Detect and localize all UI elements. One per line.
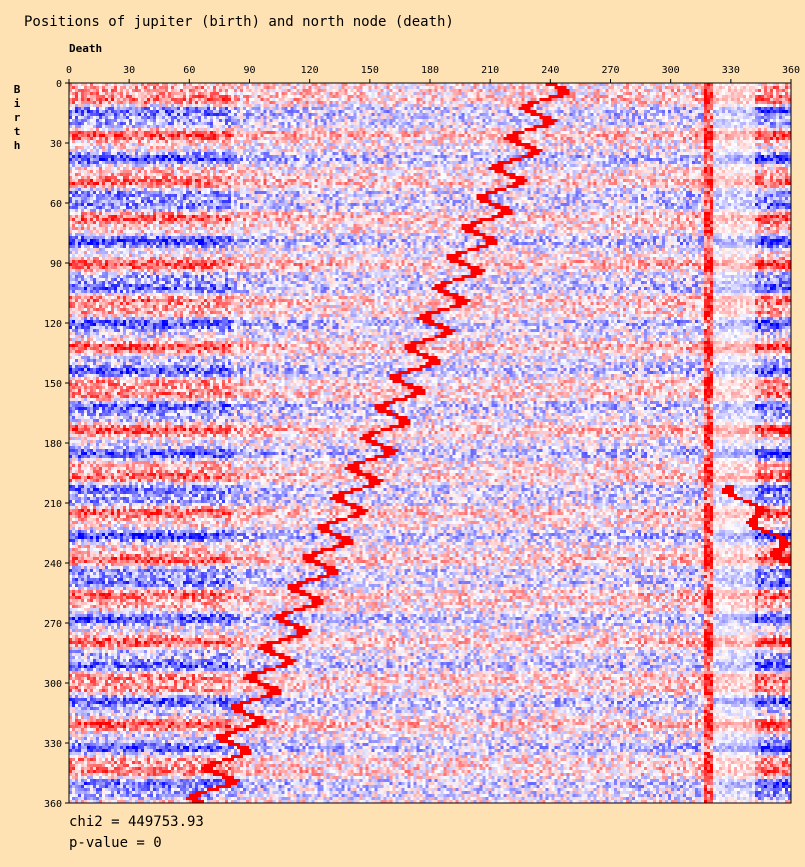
plot-frame: [68, 82, 792, 804]
x-tick-label: 180: [421, 65, 439, 76]
y-tick-label: 120: [44, 319, 62, 330]
chi2-statistic: chi2 = 449753.93: [69, 814, 204, 830]
x-tick-label: 0: [66, 65, 72, 76]
chart-title: Positions of jupiter (birth) and north n…: [24, 14, 454, 30]
y-tick-label: 360: [44, 799, 62, 810]
y-axis: 0 30 60 90 120 150 180 210 240 270 300 330 360: [44, 79, 69, 810]
x-tick-label: 240: [541, 65, 559, 76]
x-tick-label: 210: [481, 65, 499, 76]
x-axis-label: Death: [69, 42, 103, 55]
y-tick-label: 240: [44, 559, 62, 570]
y-tick-label: 330: [44, 739, 62, 750]
y-tick-label: 180: [44, 439, 62, 450]
x-tick-label: 270: [601, 65, 619, 76]
y-axis-label: Birth: [13, 83, 21, 152]
y-tick-label: 60: [50, 199, 62, 210]
x-tick-label: 360: [782, 65, 800, 76]
y-tick-label: 90: [50, 259, 62, 270]
x-tick-label: 300: [662, 65, 680, 76]
x-tick-label: 60: [183, 65, 195, 76]
x-tick-label: 120: [301, 65, 319, 76]
y-tick-label: 300: [44, 679, 62, 690]
y-tick-label: 270: [44, 619, 62, 630]
x-tick-label: 330: [722, 65, 740, 76]
y-tick-label: 30: [50, 139, 62, 150]
y-tick-label: 0: [56, 79, 62, 90]
y-tick-label: 210: [44, 499, 62, 510]
x-tick-label: 30: [123, 65, 135, 76]
x-axis: 0 30 60 90 120 150 180 210 240 270 300 330 360: [66, 65, 800, 83]
x-tick-label: 150: [361, 65, 379, 76]
x-tick-label: 90: [243, 65, 255, 76]
p-value-statistic: p-value = 0: [69, 835, 162, 851]
heatmap-cells: [69, 83, 791, 803]
y-tick-label: 150: [44, 379, 62, 390]
